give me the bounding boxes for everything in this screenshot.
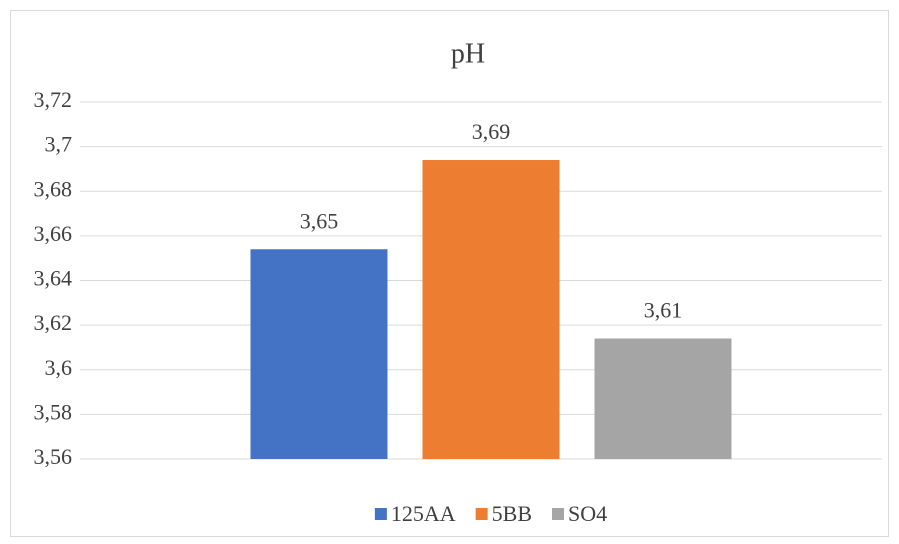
value-label: 3,69 xyxy=(472,119,511,144)
y-tick-label: 3,68 xyxy=(34,176,73,201)
bar xyxy=(250,249,388,459)
bar xyxy=(594,338,732,459)
chart-title: pH xyxy=(451,38,485,69)
value-label: 3,61 xyxy=(644,298,683,323)
y-tick-label: 3,7 xyxy=(45,132,73,157)
legend-swatch xyxy=(475,508,488,520)
legend-label: 125AA xyxy=(391,501,456,526)
value-label: 3,65 xyxy=(300,208,339,233)
legend-swatch xyxy=(374,508,387,520)
legend-label: 5BB xyxy=(492,501,532,526)
bar xyxy=(422,160,560,459)
y-tick-label: 3,56 xyxy=(34,444,73,469)
y-tick-label: 3,62 xyxy=(34,310,73,335)
y-tick-label: 3,72 xyxy=(34,87,73,112)
y-tick-label: 3,58 xyxy=(34,399,73,424)
y-tick-label: 3,64 xyxy=(34,266,73,291)
legend-swatch xyxy=(552,508,565,520)
y-tick-label: 3,6 xyxy=(45,355,73,380)
y-tick-label: 3,66 xyxy=(34,221,73,246)
legend-label: SO4 xyxy=(568,501,607,526)
